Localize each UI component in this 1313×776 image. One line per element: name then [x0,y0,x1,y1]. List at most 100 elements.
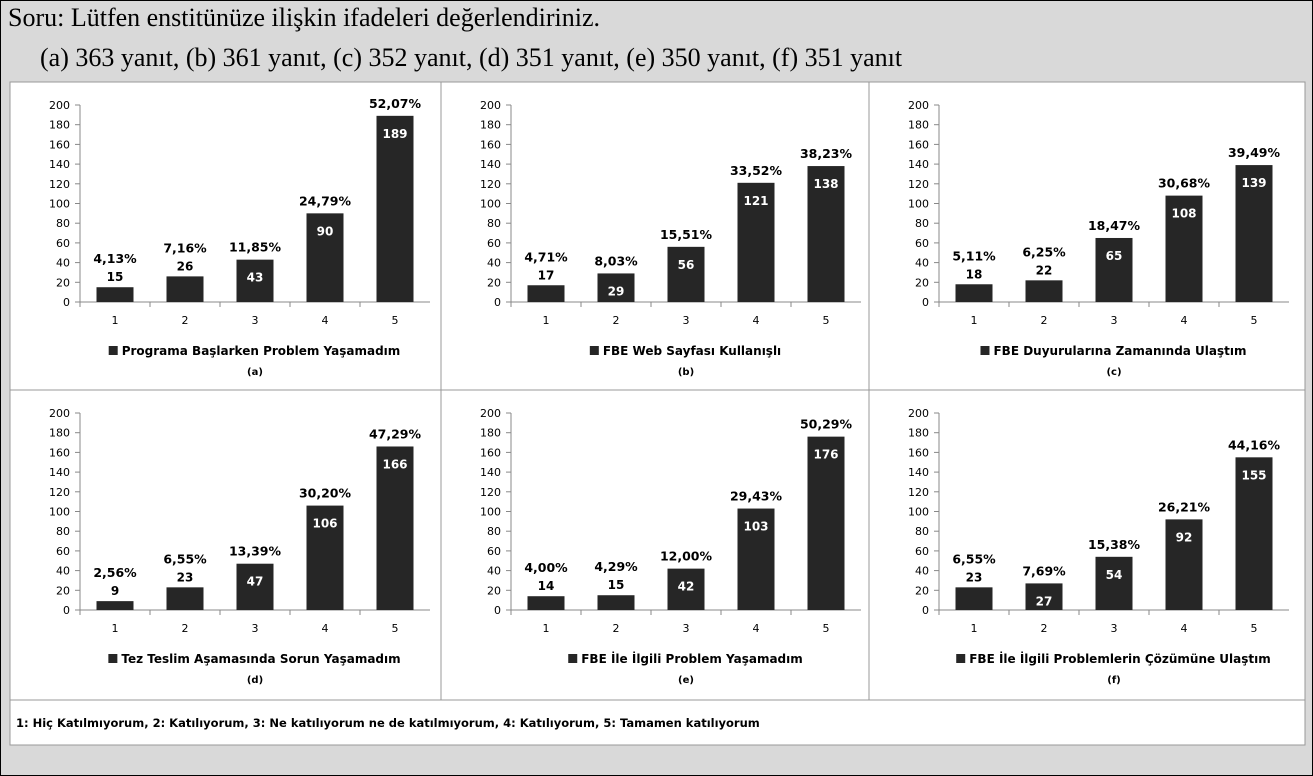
x-tick-label: 3 [252,622,259,635]
value-label: 9 [111,584,119,598]
caption: (f) [1107,675,1121,686]
x-tick-label: 1 [971,622,978,635]
y-tick-label: 160 [908,446,929,459]
y-tick-label: 0 [63,604,70,617]
percent-label: 38,23% [800,146,853,161]
x-tick-label: 1 [543,622,550,635]
bar [1095,237,1133,302]
x-tick-label: 1 [112,622,119,635]
bar [96,287,134,302]
y-tick-label: 40 [487,257,501,270]
percent-label: 6,55% [163,551,207,566]
percent-label: 44,16% [1228,437,1281,452]
value-label: 108 [1171,207,1196,221]
value-label: 103 [743,520,768,534]
y-tick-label: 80 [487,217,501,230]
bar [1095,556,1133,610]
y-tick-label: 80 [487,525,501,538]
value-label: 43 [247,271,264,285]
y-tick-label: 120 [49,486,70,499]
y-tick-label: 180 [49,119,70,132]
y-tick-label: 160 [480,446,501,459]
value-label: 106 [312,517,337,531]
x-tick-label: 4 [753,314,760,327]
percent-label: 18,47% [1088,218,1141,233]
x-tick-label: 2 [182,314,189,327]
percent-label: 29,43% [730,489,783,504]
value-label: 23 [177,570,194,584]
y-tick-label: 40 [56,257,70,270]
legend-label: FBE İle İlgili Problem Yaşamadım [581,651,803,666]
y-tick-label: 0 [494,296,501,309]
y-tick-label: 0 [922,604,929,617]
y-tick-label: 140 [49,466,70,479]
y-tick-label: 100 [908,198,929,211]
y-tick-label: 180 [480,427,501,440]
value-label: 176 [813,448,838,462]
y-tick-label: 60 [487,237,501,250]
value-label: 42 [678,580,695,594]
caption: (b) [678,367,694,378]
y-tick-label: 80 [915,217,929,230]
x-tick-label: 5 [1251,314,1258,327]
x-tick-label: 5 [823,622,830,635]
legend-swatch [589,346,599,355]
x-tick-label: 4 [322,314,329,327]
x-tick-label: 1 [112,314,119,327]
x-tick-label: 2 [1041,622,1048,635]
x-tick-label: 2 [182,622,189,635]
bar [667,568,705,610]
x-tick-label: 3 [683,314,690,327]
y-tick-label: 140 [908,466,929,479]
caption: (e) [678,675,694,686]
percent-label: 8,03% [594,253,638,268]
percent-label: 7,69% [1022,563,1066,578]
x-tick-label: 4 [753,622,760,635]
bar [1235,457,1273,610]
legend-label: Programa Başlarken Problem Yaşamadım [122,344,401,358]
legend-label: FBE Duyurularına Zamanında Ulaştım [993,344,1246,358]
y-tick-label: 140 [480,158,501,171]
y-tick-label: 200 [49,407,70,420]
y-tick-label: 20 [56,584,70,597]
percent-label: 4,29% [594,559,638,574]
value-label: 15 [107,270,124,284]
value-label: 17 [538,268,555,282]
percent-label: 11,85% [229,240,282,255]
y-tick-label: 60 [915,545,929,558]
legend-swatch [980,346,990,355]
y-tick-label: 120 [480,486,501,499]
y-tick-label: 200 [480,407,501,420]
y-tick-label: 80 [56,217,70,230]
caption: (c) [1106,367,1121,378]
percent-label: 4,71% [524,249,568,264]
x-tick-label: 3 [1111,622,1118,635]
x-tick-label: 2 [613,622,620,635]
y-tick-label: 40 [915,565,929,578]
bar [1165,195,1203,302]
x-tick-label: 5 [1251,622,1258,635]
value-label: 139 [1241,176,1266,190]
question: Soru: Lütfen enstitünüze ilişkin ifadele… [8,3,600,32]
bar [306,505,344,610]
panel-area [9,81,1306,746]
bar [807,436,845,610]
y-tick-label: 100 [49,198,70,211]
value-label: 18 [966,267,983,281]
y-tick-label: 100 [49,506,70,519]
x-tick-label: 4 [1181,622,1188,635]
percent-label: 30,68% [1158,176,1211,191]
y-tick-label: 120 [908,486,929,499]
y-tick-label: 20 [487,584,501,597]
percent-label: 7,16% [163,240,207,255]
x-tick-label: 5 [392,622,399,635]
y-tick-label: 20 [915,584,929,597]
bar [667,246,705,302]
y-tick-label: 160 [49,138,70,151]
value-label: 22 [1036,263,1053,277]
percent-label: 15,38% [1088,537,1141,552]
bar [96,601,134,610]
response-counts: (a) 363 yanıt, (b) 361 yanıt, (c) 352 ya… [40,43,903,72]
